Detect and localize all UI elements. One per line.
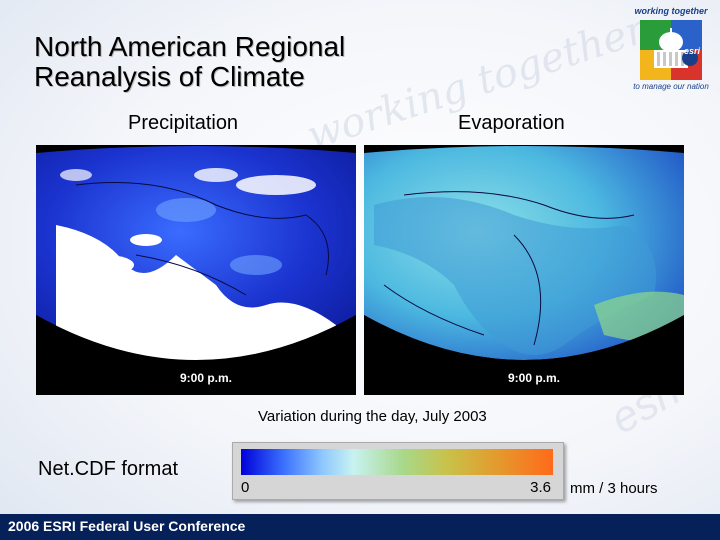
colorbar-min: 0 — [241, 479, 250, 496]
footer-bar: 2006 ESRI Federal User Conference — [0, 514, 720, 540]
evaporation-time: 9:00 p.m. — [508, 371, 561, 385]
logo-top-text: working together — [634, 6, 708, 16]
capitol-logo-icon — [640, 20, 702, 80]
colorbar-max: 3.6 — [530, 479, 551, 496]
colorbar-gradient — [241, 449, 553, 475]
title-line-2: Reanalysis of Climate — [34, 61, 305, 92]
logo-bottom-text: to manage our nation — [633, 82, 709, 91]
precipitation-time: 9:00 p.m. — [180, 371, 233, 385]
slide-title: North American Regional Reanalysis of Cl… — [34, 32, 345, 92]
evaporation-label: Evaporation — [458, 112, 565, 134]
watermark-text: working together — [301, 6, 652, 160]
evaporation-map: 9:00 p.m. — [364, 145, 684, 395]
working-together-logo: working together esri to manage our nati… — [628, 6, 714, 94]
caption: Variation during the day, July 2003 — [258, 408, 487, 425]
precipitation-label: Precipitation — [128, 112, 239, 134]
format-label: Net.CDF format — [38, 458, 179, 480]
footer-text: 2006 ESRI Federal User Conference — [8, 518, 246, 534]
evaporation-map-image — [364, 146, 684, 395]
colorbar-units: mm / 3 hours — [570, 480, 658, 497]
title-line-1: North American Regional — [34, 31, 346, 62]
logo-esri-text: esri — [684, 46, 701, 56]
colorbar-legend: 0 3.6 — [232, 442, 564, 500]
precipitation-map: 9:00 p.m. — [36, 145, 356, 395]
precipitation-map-image — [36, 146, 356, 395]
